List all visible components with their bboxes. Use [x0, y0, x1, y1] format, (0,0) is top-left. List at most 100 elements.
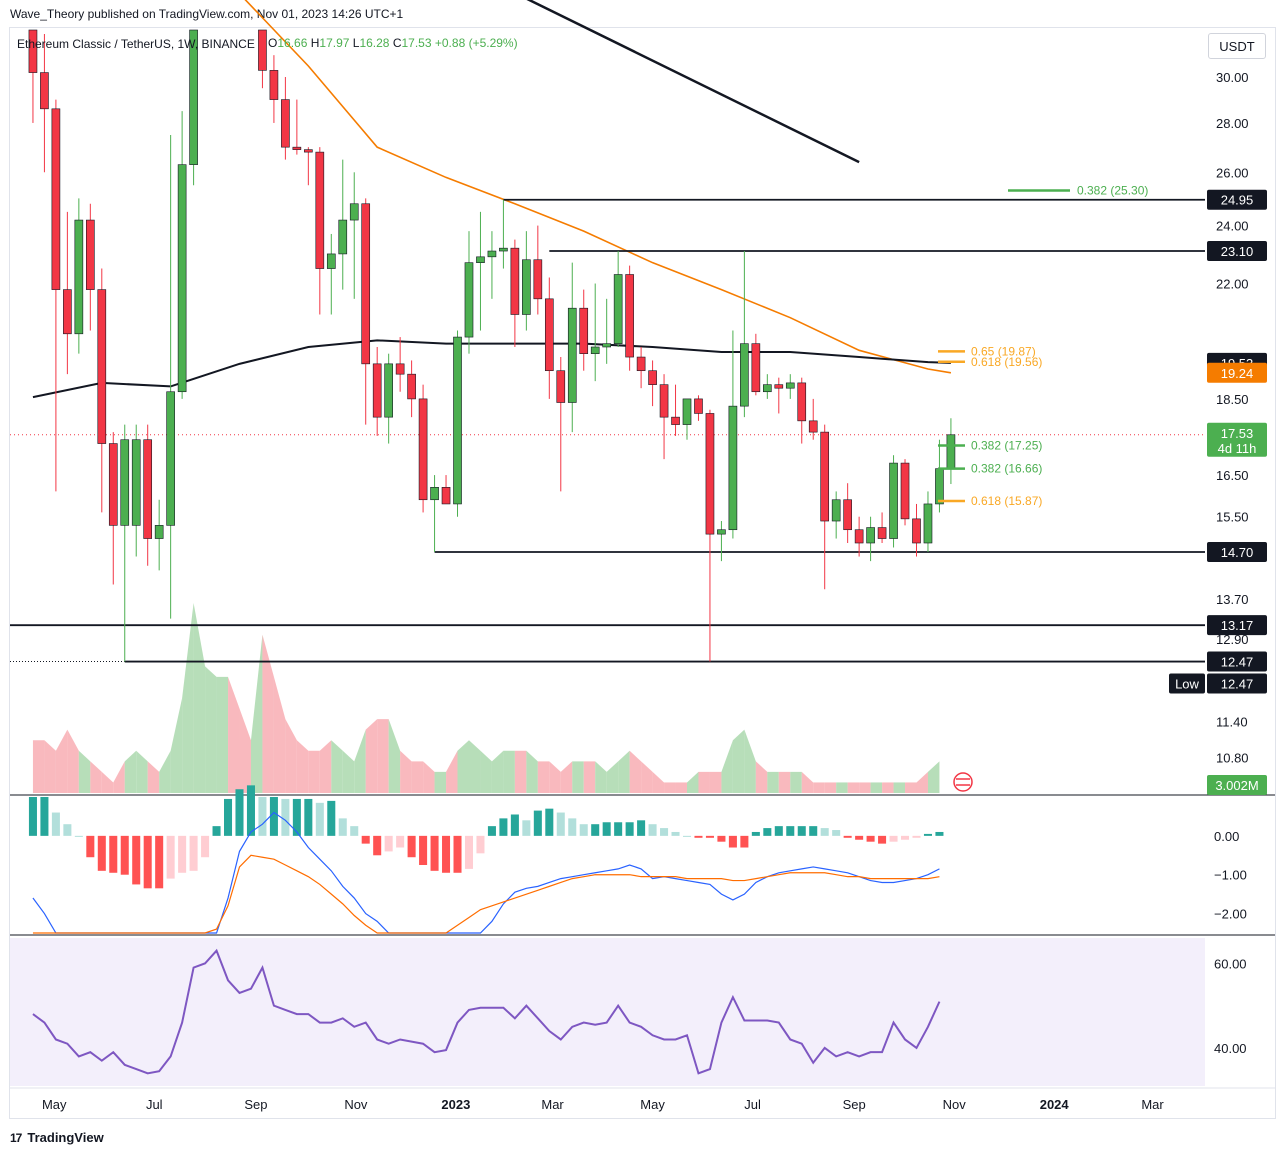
volume-segment [193, 603, 206, 793]
bear-candle [705, 413, 715, 535]
time-tick-label: Nov [943, 1097, 967, 1112]
bull-candle [590, 346, 600, 354]
volume-segment [308, 750, 320, 793]
fib-level-label: 0.382 (17.25) [971, 438, 1042, 452]
currency-button[interactable]: USDT [1208, 33, 1266, 59]
bear-candle [407, 373, 416, 400]
volume-segment [801, 771, 814, 793]
price-badge-countdown: 4d 11h [1218, 441, 1257, 456]
tradingview-logo[interactable]: 17 TradingView [10, 1130, 104, 1145]
bull-candle [889, 462, 898, 539]
chart-frame [9, 27, 1276, 1119]
volume-segment [813, 782, 825, 793]
price-badge-text: 17.53 [1221, 426, 1254, 441]
bear-candle [395, 363, 405, 375]
bull-candle [866, 527, 875, 544]
macd-histogram-bar [556, 812, 565, 836]
level-badge-text: 23.10 [1221, 244, 1254, 259]
rsi-tick-label: 40.00 [1214, 1041, 1247, 1056]
volume-segment [296, 740, 309, 793]
level-badge [1207, 651, 1267, 672]
volume-segment [457, 740, 469, 793]
bull-candle [923, 503, 933, 544]
volume-segment [927, 761, 940, 793]
level-badge [1207, 241, 1267, 262]
macd-histogram-bar [820, 828, 829, 836]
bull-candle [763, 384, 772, 393]
macd-histogram-bar [63, 824, 72, 836]
bear-candle [843, 499, 852, 531]
ma-50-line [244, 0, 952, 374]
volume-segment [113, 761, 125, 793]
time-tick-label: Mar [541, 1097, 564, 1112]
volume-segment [480, 750, 492, 793]
low-label: L [352, 36, 360, 50]
bear-candle [63, 289, 72, 335]
volume-segment [549, 761, 561, 793]
macd-histogram-bar [694, 835, 703, 838]
bear-candle [28, 29, 38, 73]
volume-segment [606, 761, 619, 793]
level-badge [1207, 189, 1267, 210]
pane-backgrounds [10, 794, 1275, 1089]
price-badge [1207, 362, 1267, 383]
macd-histogram-bar [384, 835, 393, 852]
bear-candle [877, 527, 887, 539]
time-tick-label: Jul [744, 1097, 761, 1112]
macd-histogram-bar [591, 824, 600, 836]
macd-histogram-bar [476, 835, 485, 854]
volume-segment [90, 761, 102, 793]
volume-segment [859, 782, 871, 793]
bear-candle [544, 298, 554, 372]
bull-candle [522, 259, 531, 315]
bull-candle [499, 247, 508, 252]
volume-segment [411, 761, 424, 793]
symbol-title: Ethereum Classic / TetherUS, 1W, BINANCE [17, 37, 255, 51]
price-tick-label: 15.50 [1216, 510, 1249, 525]
macd-histogram-bar [51, 812, 60, 836]
bull-candle [464, 262, 474, 338]
macd-histogram-bar [568, 818, 577, 836]
fib-level-label: 0.382 (25.30) [1077, 183, 1148, 197]
volume-segment [836, 782, 848, 793]
fib-level-label: 0.618 (19.56) [971, 355, 1042, 369]
macd-histogram-bar [579, 824, 588, 836]
volume-segment [790, 771, 802, 793]
volume-segment [595, 761, 607, 793]
level-badge [1207, 542, 1267, 562]
macd-histogram-bar [132, 835, 141, 885]
macd-histogram-bar [258, 797, 267, 836]
low-badge-text: 12.47 [1221, 677, 1254, 692]
volume-segment [905, 782, 917, 793]
bear-candle [361, 203, 371, 365]
volume-segment [709, 771, 722, 793]
bull-candle [487, 250, 497, 258]
bull-candle [567, 307, 577, 403]
low-badge-label [1169, 673, 1205, 694]
time-tick-label: Sep [244, 1097, 267, 1112]
bear-candle [579, 307, 589, 354]
volume-segment [78, 750, 91, 793]
macd-histogram-bar [935, 831, 944, 836]
volume-segment [629, 750, 642, 793]
rsi-line [32, 948, 941, 1075]
macd-histogram-bar [614, 822, 623, 836]
high-value: 17.97 [319, 36, 350, 50]
price-tick-label: 10.80 [1216, 750, 1249, 765]
time-tick-label: Nov [344, 1097, 368, 1112]
macd-histogram-bar [143, 835, 152, 889]
macd-histogram-bar [269, 797, 278, 836]
volume-segment [32, 740, 45, 793]
level-badge-text: 13.17 [1221, 618, 1254, 633]
level-badge-text: 24.95 [1221, 193, 1254, 208]
bear-candle [797, 382, 807, 422]
bear-candle [900, 462, 910, 520]
close-label: C [392, 36, 402, 50]
bull-candle [384, 363, 393, 418]
volume-segment [101, 771, 114, 793]
fib-levels: 0.382 (25.30) 0.65 (19.87)0.618 (19.56) 0.… [938, 183, 1148, 508]
tradingview-brand: TradingView [27, 1130, 104, 1145]
bull-candle [831, 499, 841, 522]
candles [28, 29, 956, 662]
